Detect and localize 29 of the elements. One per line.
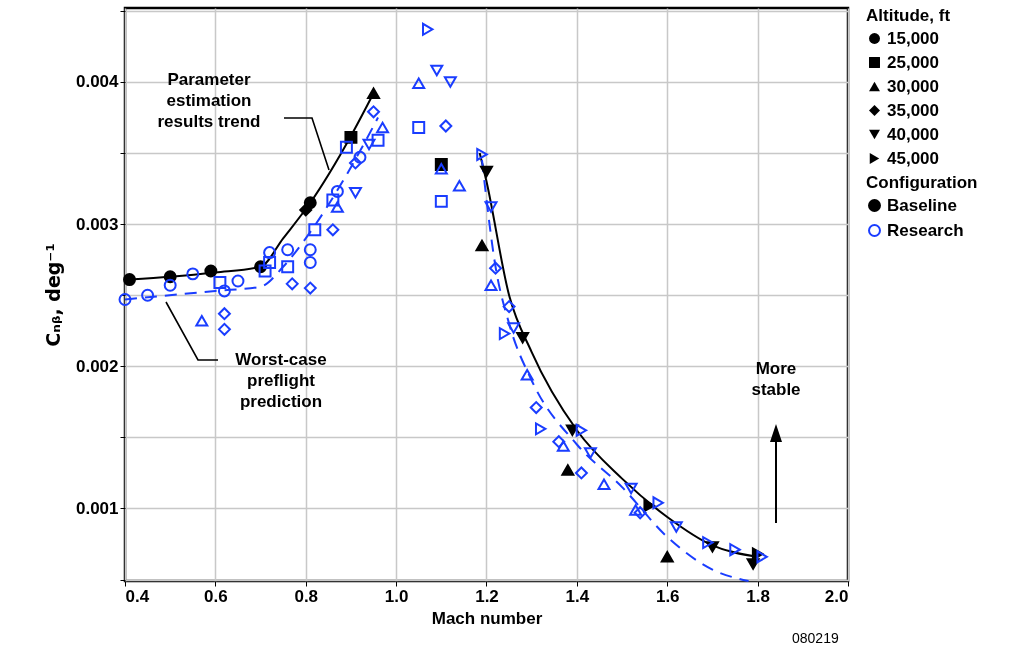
- text: 080219: [792, 630, 839, 646]
- y-axis-title: Cₙᵦ, deg⁻¹: [41, 243, 64, 347]
- x-tick-label: 1.2: [475, 586, 499, 606]
- x-tick-label: 0.6: [204, 586, 228, 606]
- annotation: More stable: [751, 358, 801, 399]
- y-tick-label: 0.003: [75, 214, 119, 234]
- x-tick-label: 1.8: [746, 586, 770, 606]
- y-tick-label: 0.001: [75, 498, 119, 518]
- x-axis-title: Mach number: [431, 608, 543, 628]
- x-tick-label: 1.4: [565, 586, 590, 606]
- annotation: Worst-case preflight prediction: [235, 350, 327, 411]
- legend-label: 25,000: [887, 52, 939, 72]
- legend-title: Altitude, ft: [866, 6, 951, 25]
- x-tick-label: 0.8: [294, 586, 319, 606]
- legend-label: 40,000: [887, 124, 939, 144]
- x-tick-label: 0.4: [125, 586, 150, 606]
- x-tick-label: 1.0: [384, 586, 409, 606]
- text: Research: [887, 220, 964, 240]
- legend-label: 30,000: [887, 76, 939, 96]
- legend-label: 45,000: [887, 148, 939, 168]
- legend-label: 35,000: [887, 100, 939, 120]
- x-tick-label: 1.6: [655, 586, 680, 606]
- text: Configuration: [866, 173, 978, 192]
- text: Baseline: [887, 195, 957, 215]
- y-tick-label: 0.002: [75, 356, 119, 376]
- annotation: Parameter estimation results trend: [157, 70, 261, 131]
- y-tick-label: 0.004: [75, 72, 120, 92]
- legend-label: 15,000: [887, 28, 939, 48]
- x-tick-label: 2.0: [824, 586, 849, 606]
